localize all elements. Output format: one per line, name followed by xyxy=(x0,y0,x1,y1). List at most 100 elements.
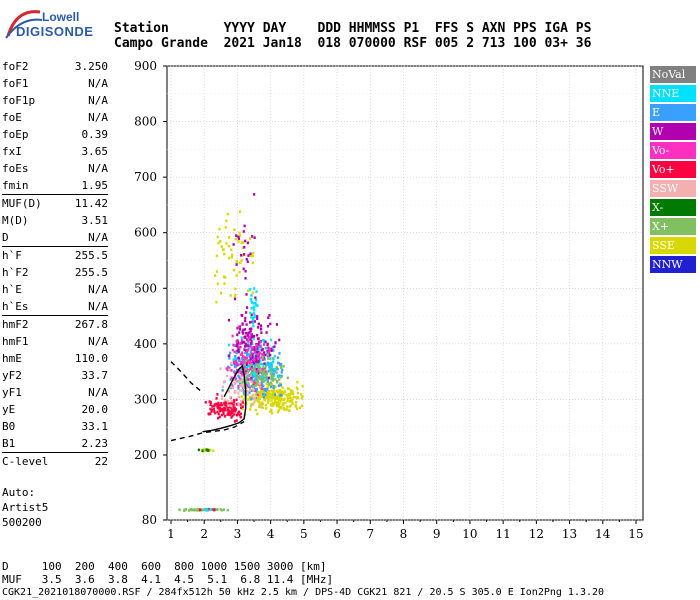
data-point xyxy=(286,399,289,403)
x-tick-label: 3 xyxy=(234,527,242,541)
data-point xyxy=(212,449,215,453)
data-point xyxy=(233,344,236,347)
data-point xyxy=(249,408,252,411)
data-point xyxy=(219,403,222,407)
data-point xyxy=(271,390,275,393)
data-point xyxy=(199,508,202,512)
data-point xyxy=(240,373,244,377)
data-point xyxy=(262,380,265,383)
legend-entry: X- xyxy=(650,199,696,216)
data-point xyxy=(268,383,271,386)
data-point xyxy=(221,389,224,392)
data-point xyxy=(224,408,227,412)
data-point xyxy=(222,508,225,511)
data-point xyxy=(243,402,246,406)
data-point xyxy=(282,402,285,405)
data-point xyxy=(234,360,238,363)
data-point xyxy=(247,339,250,342)
data-point xyxy=(275,395,279,399)
param-value: 2.23 xyxy=(81,437,109,450)
data-point xyxy=(212,407,215,411)
legend-entry: SSW xyxy=(650,180,696,197)
param-label: C-level xyxy=(2,455,49,468)
data-point xyxy=(215,254,218,258)
data-point xyxy=(270,408,273,412)
data-point xyxy=(237,385,240,388)
data-point xyxy=(213,403,216,406)
data-point xyxy=(282,391,285,395)
data-point xyxy=(240,406,243,410)
data-point xyxy=(205,448,208,451)
data-point xyxy=(237,325,240,329)
data-point xyxy=(272,384,275,388)
param-label: yE xyxy=(2,403,16,416)
data-point xyxy=(225,374,229,378)
data-point xyxy=(276,356,280,359)
data-point xyxy=(268,367,271,371)
data-point xyxy=(243,335,246,339)
data-point xyxy=(295,407,299,411)
data-point xyxy=(259,327,263,331)
data-point xyxy=(266,395,270,399)
data-point xyxy=(232,358,235,361)
data-point xyxy=(219,240,222,243)
data-point xyxy=(279,398,282,402)
data-point xyxy=(257,400,260,403)
data-point xyxy=(253,381,256,384)
data-point xyxy=(259,324,263,328)
data-point xyxy=(258,340,261,344)
data-point xyxy=(228,357,231,360)
data-point xyxy=(230,369,233,372)
muf-row: MUF 3.5 3.6 3.8 4.1 4.5 5.1 6.8 11.4 [MH… xyxy=(2,573,334,586)
data-point xyxy=(262,393,265,396)
data-point xyxy=(193,508,196,512)
data-point xyxy=(235,380,238,383)
data-point xyxy=(227,411,230,414)
data-point xyxy=(246,390,249,393)
param-value: N/A xyxy=(88,111,108,124)
y-tick-label: 600 xyxy=(134,226,157,240)
data-point xyxy=(257,383,260,387)
data-point xyxy=(266,393,270,396)
data-point xyxy=(239,371,242,374)
data-point xyxy=(291,402,294,406)
data-point xyxy=(267,316,270,320)
data-point xyxy=(253,401,256,404)
data-point xyxy=(260,377,263,380)
param-label: foF2 xyxy=(2,60,29,73)
data-point xyxy=(247,331,250,335)
data-point xyxy=(263,362,266,365)
data-point xyxy=(234,410,237,413)
data-point xyxy=(253,389,257,393)
data-point xyxy=(233,400,236,404)
data-point xyxy=(238,331,241,334)
data-point xyxy=(228,368,231,372)
data-point xyxy=(265,372,269,376)
data-point xyxy=(255,349,258,352)
data-point xyxy=(249,360,252,364)
data-point xyxy=(225,367,228,370)
data-point xyxy=(254,359,258,363)
data-point xyxy=(233,297,237,301)
data-point xyxy=(260,378,263,382)
param-label: fmin xyxy=(2,179,29,192)
data-point xyxy=(261,356,264,359)
data-point xyxy=(255,290,258,293)
data-point xyxy=(279,363,282,367)
data-point xyxy=(277,409,280,412)
data-point xyxy=(251,356,254,359)
data-point xyxy=(251,261,254,265)
data-point xyxy=(197,448,200,452)
data-point xyxy=(266,388,269,391)
data-point xyxy=(259,345,262,348)
x-tick-label: 11 xyxy=(496,527,511,541)
data-point xyxy=(227,405,231,409)
data-point xyxy=(301,384,304,388)
param-label: h`F2 xyxy=(2,266,29,279)
data-point xyxy=(266,389,270,393)
data-point xyxy=(226,400,230,403)
data-point xyxy=(264,340,267,344)
data-point xyxy=(215,397,218,400)
param-value: 3.250 xyxy=(74,60,108,73)
data-point xyxy=(219,406,222,410)
